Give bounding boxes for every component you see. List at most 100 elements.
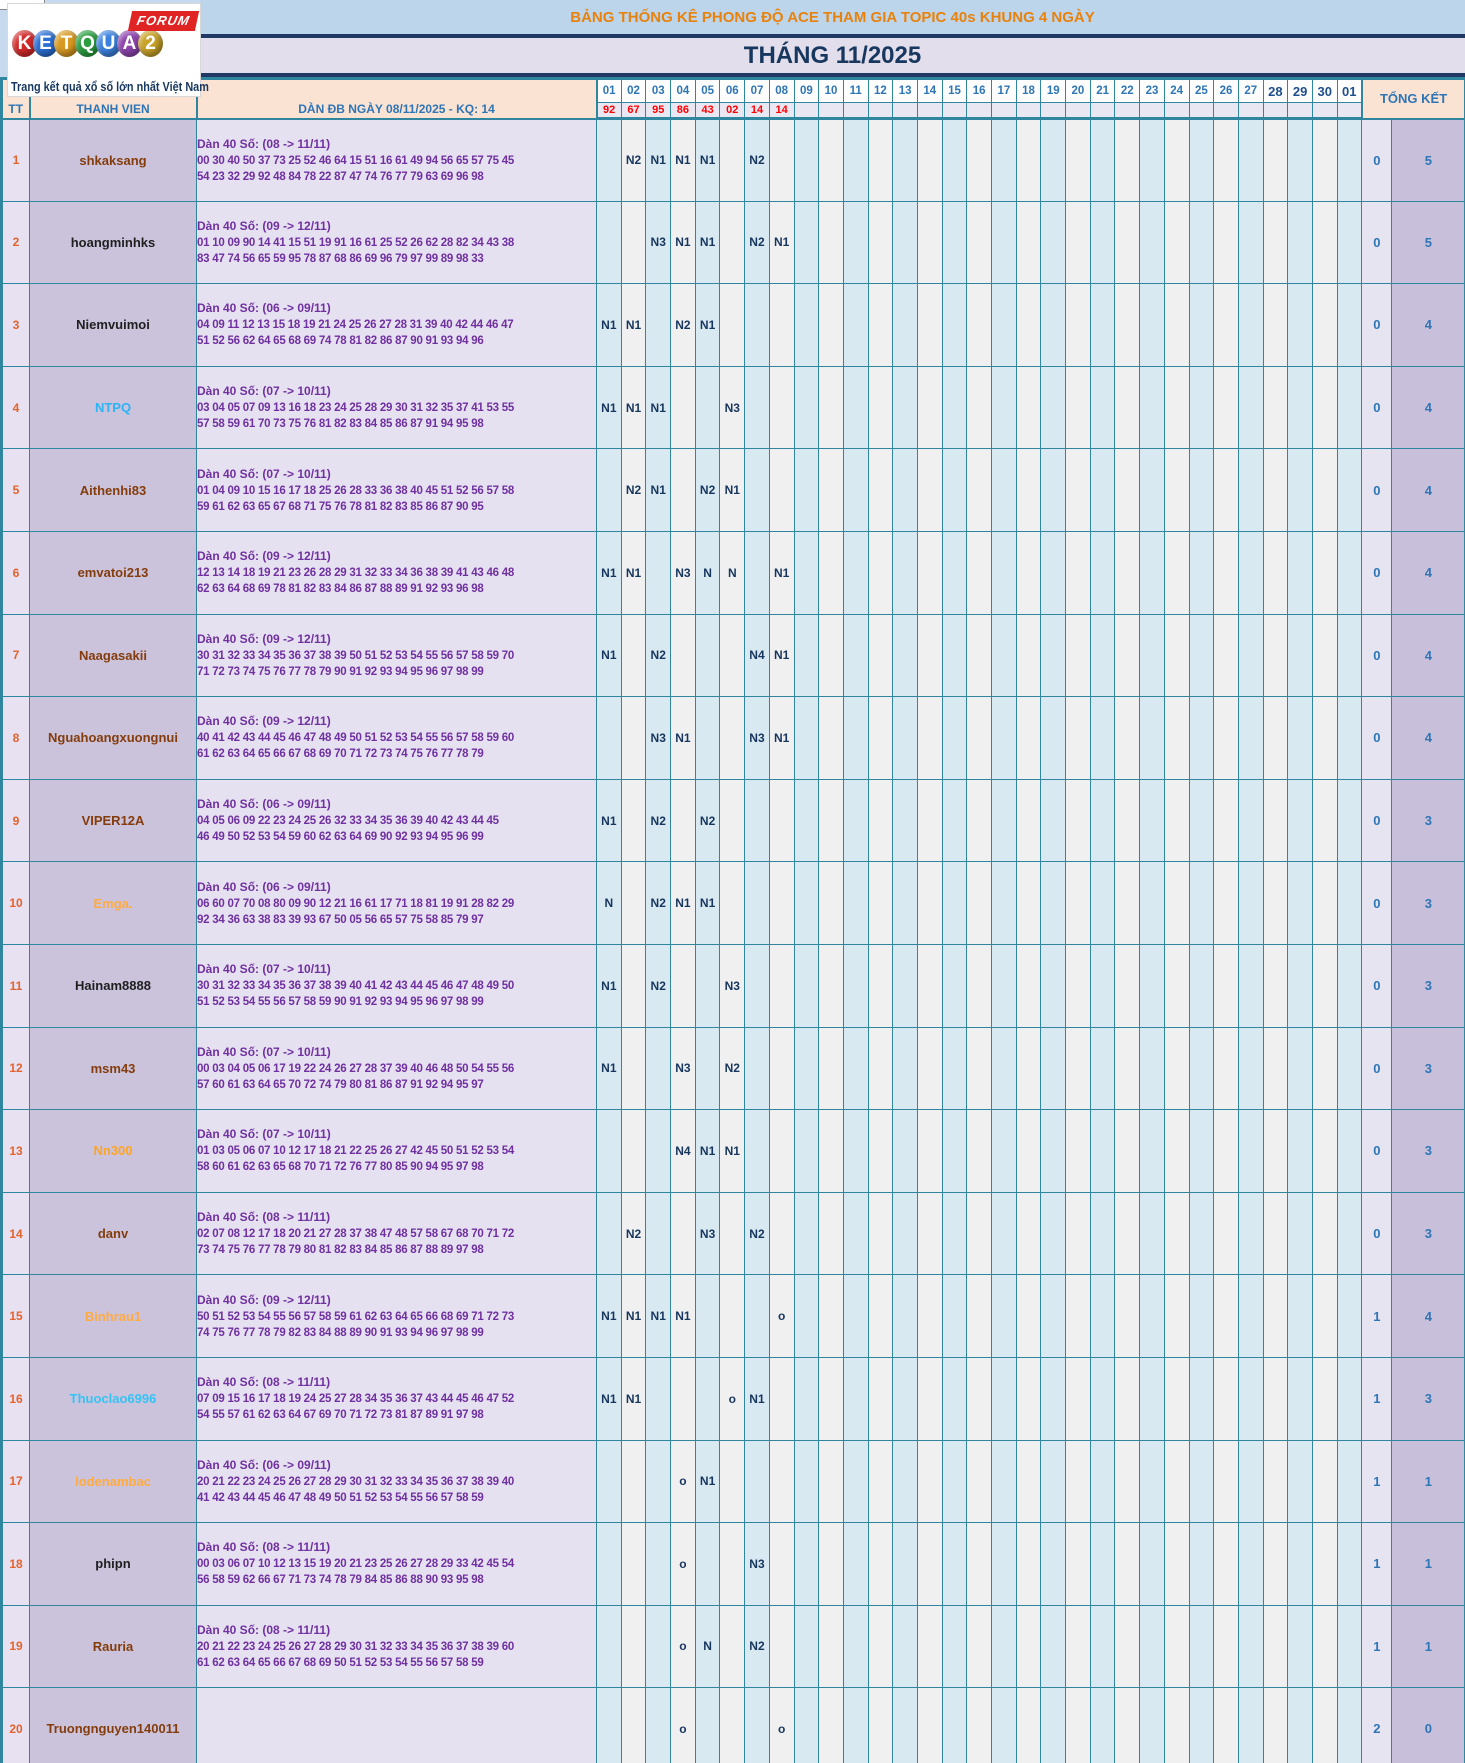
member-row: 20 Truongnguyen140011 o o 2 0 (1, 1687, 1465, 1763)
day-result-cell (1089, 1026, 1116, 1111)
dan-numbers-cell: Dàn 40 Số: (06 -> 09/11) 04 05 06 09 22 2… (196, 778, 597, 863)
day-result-cell (916, 1109, 943, 1193)
dan-line-2: 51 52 53 54 55 56 57 58 59 90 91 92 93 9… (197, 996, 484, 1009)
day-result-cell (1065, 613, 1091, 698)
day-result-cell (768, 1356, 795, 1441)
day-result-cell (892, 778, 918, 863)
day-result-cell (1139, 200, 1165, 285)
day-result-cell (744, 283, 770, 367)
day-result-cell (966, 530, 992, 615)
date-col-header: 20 (1065, 78, 1091, 103)
tongket-miss-cell: 1 (1361, 1356, 1393, 1441)
tongket-miss-cell: 0 (1361, 1191, 1393, 1276)
day-result-cell (793, 696, 820, 780)
day-result-cell (842, 118, 869, 202)
member-row: 8 Nguahoangxuongnui Dàn 40 Số: (09 -> 12/1… (1, 696, 1465, 780)
day-result-cell (991, 448, 1017, 532)
day-result-cell (1114, 778, 1141, 863)
row-number-cell: 11 (1, 943, 30, 1028)
tongket-miss-cell: 0 (1361, 861, 1393, 945)
dan-title: Dàn 40 Số: (06 -> 09/11) (197, 879, 331, 894)
day-result-cell (1065, 1274, 1091, 1358)
day-result-cell (1213, 365, 1239, 450)
date-col-header: 01 (1336, 78, 1363, 103)
day-result-cell (991, 1026, 1017, 1111)
day-result-cell (768, 1522, 795, 1606)
member-name-cell: Naagasakii (29, 613, 197, 698)
day-result-cell (620, 943, 647, 1028)
day-result-cell: N2 (744, 118, 770, 202)
day-result-cell (1237, 778, 1264, 863)
day-result-cell (768, 448, 795, 532)
day-result-cell (892, 861, 918, 945)
kq-value-cell (1287, 102, 1313, 120)
day-result-cell (1336, 696, 1363, 780)
day-result-cell (1139, 778, 1165, 863)
day-result-cell (1114, 613, 1141, 698)
day-result-cell (645, 1026, 672, 1111)
day-result-cell (1015, 1439, 1042, 1524)
day-result-cell (1015, 943, 1042, 1028)
day-result-cell (1311, 1604, 1338, 1689)
day-result-cell (719, 283, 746, 367)
day-result-cell (1213, 200, 1239, 285)
day-result-cell (892, 448, 918, 532)
day-result-cell: N1 (744, 1356, 770, 1441)
day-result-cell (1237, 861, 1264, 945)
dan-numbers-cell: Dàn 40 Số: (08 -> 11/11) 00 03 06 07 10 1… (196, 1522, 597, 1606)
day-result-cell (1237, 1604, 1264, 1689)
day-result-cell (1015, 696, 1042, 780)
day-result-cell (941, 1109, 968, 1193)
member-name-cell: lodenambac (29, 1439, 197, 1524)
day-result-cell (793, 861, 820, 945)
tongket-miss-cell: 0 (1361, 696, 1393, 780)
day-result-cell (1089, 778, 1116, 863)
day-result-cell (1114, 1109, 1141, 1193)
day-result-cell (966, 1109, 992, 1193)
dan-line-1: 00 03 04 05 06 17 19 22 24 26 27 28 37 3… (197, 1062, 515, 1075)
kq-value-cell (966, 102, 992, 120)
day-result-cell (941, 861, 968, 945)
day-result-cell (1188, 1522, 1215, 1606)
day-result-cell (1015, 778, 1042, 863)
day-result-cell (941, 530, 968, 615)
member-name-cell: emvatoi213 (29, 530, 197, 615)
day-result-cell (818, 530, 844, 615)
day-result-cell (620, 1026, 647, 1111)
dan-line-2: 71 72 73 74 75 76 77 78 79 90 91 92 93 9… (197, 665, 484, 678)
day-result-cell (991, 1687, 1017, 1763)
day-result-cell (1163, 1604, 1190, 1689)
day-result-cell (867, 1439, 894, 1524)
tongket-total-cell: 1 (1391, 1604, 1465, 1689)
day-result-cell (1336, 448, 1363, 532)
day-result-cell (1089, 613, 1116, 698)
day-result-cell (892, 118, 918, 202)
day-result-cell (596, 118, 622, 202)
day-result-cell (1114, 1274, 1141, 1358)
date-col-header: 05 (694, 78, 721, 103)
day-result-cell (1188, 283, 1215, 367)
day-result-cell (1040, 1191, 1067, 1276)
day-result-cell (818, 1026, 844, 1111)
day-result-cell (1287, 1274, 1313, 1358)
day-result-cell (818, 1439, 844, 1524)
day-result-cell (1015, 861, 1042, 945)
day-result-cell (645, 1439, 672, 1524)
tongket-total-cell: 3 (1391, 861, 1465, 945)
day-result-cell (1336, 1439, 1363, 1524)
kq-value-cell: 02 (719, 102, 746, 120)
day-result-cell (842, 861, 869, 945)
member-name-cell: msm43 (29, 1026, 197, 1111)
day-result-cell (916, 778, 943, 863)
day-result-cell (1015, 1356, 1042, 1441)
day-result-cell (670, 448, 696, 532)
day-result-cell (1311, 1522, 1338, 1606)
day-result-cell: N (694, 1604, 721, 1689)
day-result-cell (1065, 118, 1091, 202)
day-result-cell (1237, 530, 1264, 615)
day-result-cell (1114, 200, 1141, 285)
day-result-cell (1287, 943, 1313, 1028)
kq-value-cell (867, 102, 894, 120)
tongket-miss-cell: 0 (1361, 365, 1393, 450)
